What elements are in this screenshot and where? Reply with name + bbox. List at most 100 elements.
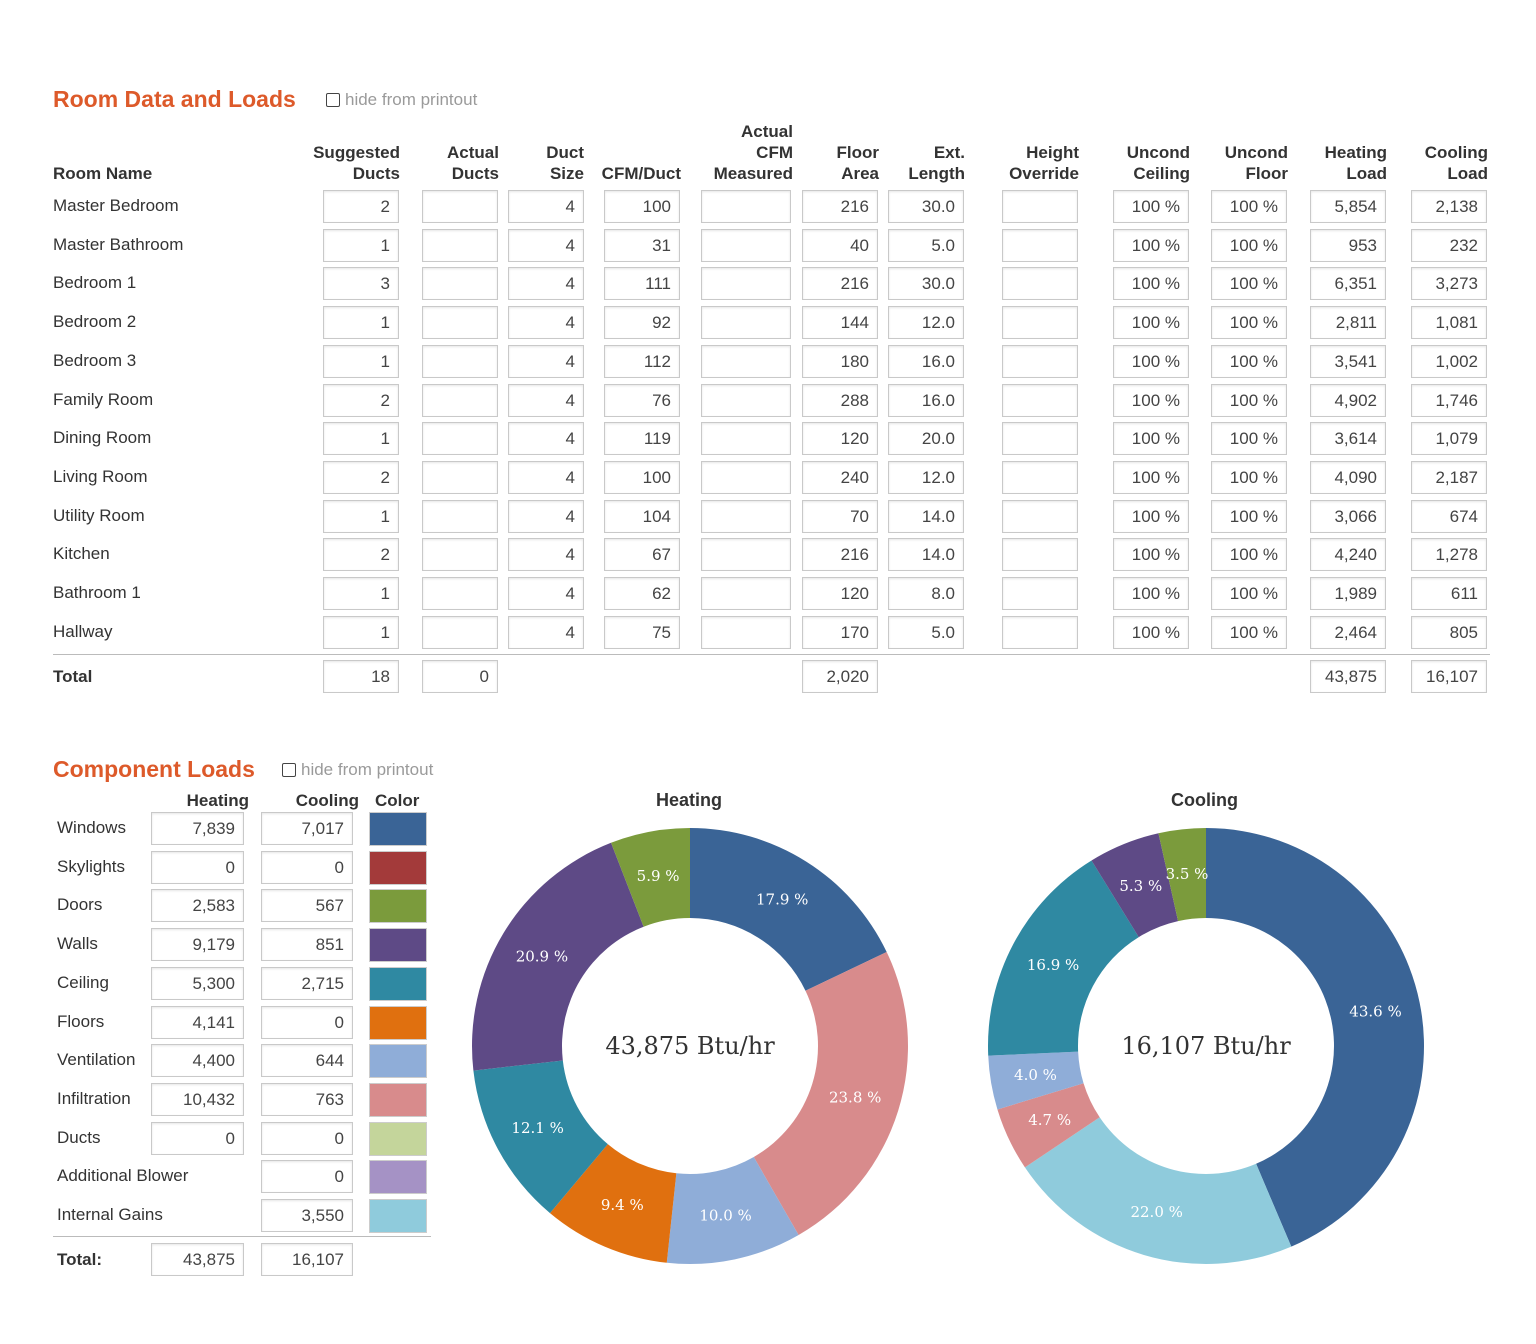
room-cooling-input[interactable]: 1,746	[1411, 383, 1487, 417]
room-actual-input[interactable]	[422, 615, 498, 649]
room-cfm-input[interactable]: 76	[604, 383, 680, 417]
room-heating-input[interactable]: 3,614	[1310, 422, 1386, 456]
room-suggested-input[interactable]: 1	[323, 344, 399, 378]
room-floor-input[interactable]: 100 %	[1211, 306, 1287, 340]
room-suggested-input[interactable]: 1	[323, 615, 399, 649]
room-cfm-input[interactable]: 104	[604, 499, 680, 533]
room-actual-input[interactable]	[422, 460, 498, 494]
room-ext-length-input[interactable]: 16.0	[888, 383, 964, 417]
room-height-input[interactable]	[1002, 267, 1078, 301]
room-actual-input[interactable]	[422, 538, 498, 572]
room-duct-size-input[interactable]: 4	[508, 383, 584, 417]
room-floor-input[interactable]: 100 %	[1211, 344, 1287, 378]
room-cfm-measured-input[interactable]	[701, 190, 791, 223]
room-cooling-input[interactable]: 1,002	[1411, 344, 1487, 378]
room-heating-input[interactable]: 6,351	[1310, 267, 1386, 301]
room-floor-input[interactable]: 100 %	[1211, 615, 1287, 649]
room-floor-area-input[interactable]: 144	[802, 306, 878, 340]
room-height-input[interactable]	[1002, 228, 1078, 262]
room-cooling-input[interactable]: 805	[1411, 615, 1487, 649]
room-cooling-input[interactable]: 232	[1411, 228, 1487, 262]
room-actual-input[interactable]	[422, 499, 498, 533]
room-cfm-input[interactable]: 31	[604, 228, 680, 262]
room-duct-size-input[interactable]: 4	[508, 422, 584, 456]
component-hide-checkbox[interactable]	[282, 763, 296, 777]
room-actual-input[interactable]	[422, 306, 498, 340]
room-duct-size-input[interactable]: 4	[508, 577, 584, 610]
room-cooling-input[interactable]: 3,273	[1411, 267, 1487, 301]
room-suggested-input[interactable]: 2	[323, 460, 399, 494]
room-suggested-input[interactable]: 1	[323, 577, 399, 610]
room-cfm-measured-input[interactable]	[701, 267, 791, 301]
room-floor-area-input[interactable]: 40	[802, 228, 878, 262]
room-ext-length-input[interactable]: 5.0	[888, 228, 964, 262]
room-heating-input[interactable]: 4,902	[1310, 383, 1386, 417]
room-floor-area-input[interactable]: 120	[802, 577, 878, 610]
room-height-input[interactable]	[1002, 577, 1078, 610]
room-floor-area-input[interactable]: 216	[802, 267, 878, 301]
room-ceiling-input[interactable]: 100 %	[1113, 344, 1189, 378]
room-suggested-input[interactable]: 3	[323, 267, 399, 301]
room-actual-input[interactable]	[422, 577, 498, 610]
room-actual-input[interactable]	[422, 344, 498, 378]
room-height-input[interactable]	[1002, 499, 1078, 533]
room-cfm-measured-input[interactable]	[701, 615, 791, 649]
room-heating-input[interactable]: 1,989	[1310, 577, 1386, 610]
room-height-input[interactable]	[1002, 538, 1078, 572]
room-cooling-input[interactable]: 674	[1411, 499, 1487, 533]
room-duct-size-input[interactable]: 4	[508, 190, 584, 223]
room-duct-size-input[interactable]: 4	[508, 538, 584, 572]
room-heating-input[interactable]: 3,066	[1310, 499, 1386, 533]
room-height-input[interactable]	[1002, 460, 1078, 494]
room-cfm-input[interactable]: 92	[604, 306, 680, 340]
room-ext-length-input[interactable]: 8.0	[888, 577, 964, 610]
room-ceiling-input[interactable]: 100 %	[1113, 460, 1189, 494]
room-height-input[interactable]	[1002, 422, 1078, 456]
room-heating-input[interactable]: 4,240	[1310, 538, 1386, 572]
room-cooling-input[interactable]: 1,278	[1411, 538, 1487, 572]
room-duct-size-input[interactable]: 4	[508, 344, 584, 378]
room-ext-length-input[interactable]: 20.0	[888, 422, 964, 456]
room-cooling-input[interactable]: 1,081	[1411, 306, 1487, 340]
room-cfm-input[interactable]: 100	[604, 460, 680, 494]
room-ceiling-input[interactable]: 100 %	[1113, 499, 1189, 533]
room-heating-input[interactable]: 2,811	[1310, 306, 1386, 340]
room-duct-size-input[interactable]: 4	[508, 615, 584, 649]
room-actual-input[interactable]	[422, 190, 498, 223]
room-floor-input[interactable]: 100 %	[1211, 499, 1287, 533]
room-cooling-input[interactable]: 1,079	[1411, 422, 1487, 456]
room-duct-size-input[interactable]: 4	[508, 306, 584, 340]
room-floor-input[interactable]: 100 %	[1211, 383, 1287, 417]
room-cfm-measured-input[interactable]	[701, 383, 791, 417]
room-cooling-input[interactable]: 2,138	[1411, 190, 1487, 223]
room-ext-length-input[interactable]: 30.0	[888, 190, 964, 223]
room-heating-input[interactable]: 3,541	[1310, 344, 1386, 378]
room-heating-input[interactable]: 4,090	[1310, 460, 1386, 494]
room-ceiling-input[interactable]: 100 %	[1113, 615, 1189, 649]
room-suggested-input[interactable]: 2	[323, 538, 399, 572]
room-floor-area-input[interactable]: 288	[802, 383, 878, 417]
room-ceiling-input[interactable]: 100 %	[1113, 267, 1189, 301]
room-cfm-input[interactable]: 67	[604, 538, 680, 572]
room-cfm-measured-input[interactable]	[701, 306, 791, 340]
room-floor-area-input[interactable]: 240	[802, 460, 878, 494]
room-duct-size-input[interactable]: 4	[508, 267, 584, 301]
room-height-input[interactable]	[1002, 190, 1078, 223]
room-ext-length-input[interactable]: 16.0	[888, 344, 964, 378]
room-suggested-input[interactable]: 2	[323, 190, 399, 223]
room-heating-input[interactable]: 5,854	[1310, 190, 1386, 223]
room-floor-area-input[interactable]: 216	[802, 190, 878, 223]
room-floor-area-input[interactable]: 70	[802, 499, 878, 533]
room-floor-input[interactable]: 100 %	[1211, 228, 1287, 262]
room-duct-size-input[interactable]: 4	[508, 460, 584, 494]
room-ext-length-input[interactable]: 14.0	[888, 499, 964, 533]
room-height-input[interactable]	[1002, 344, 1078, 378]
room-cfm-input[interactable]: 112	[604, 344, 680, 378]
room-floor-input[interactable]: 100 %	[1211, 577, 1287, 610]
room-actual-input[interactable]	[422, 422, 498, 456]
room-cfm-measured-input[interactable]	[701, 344, 791, 378]
room-ext-length-input[interactable]: 12.0	[888, 306, 964, 340]
room-floor-input[interactable]: 100 %	[1211, 267, 1287, 301]
room-cooling-input[interactable]: 2,187	[1411, 460, 1487, 494]
room-cfm-input[interactable]: 100	[604, 190, 680, 223]
